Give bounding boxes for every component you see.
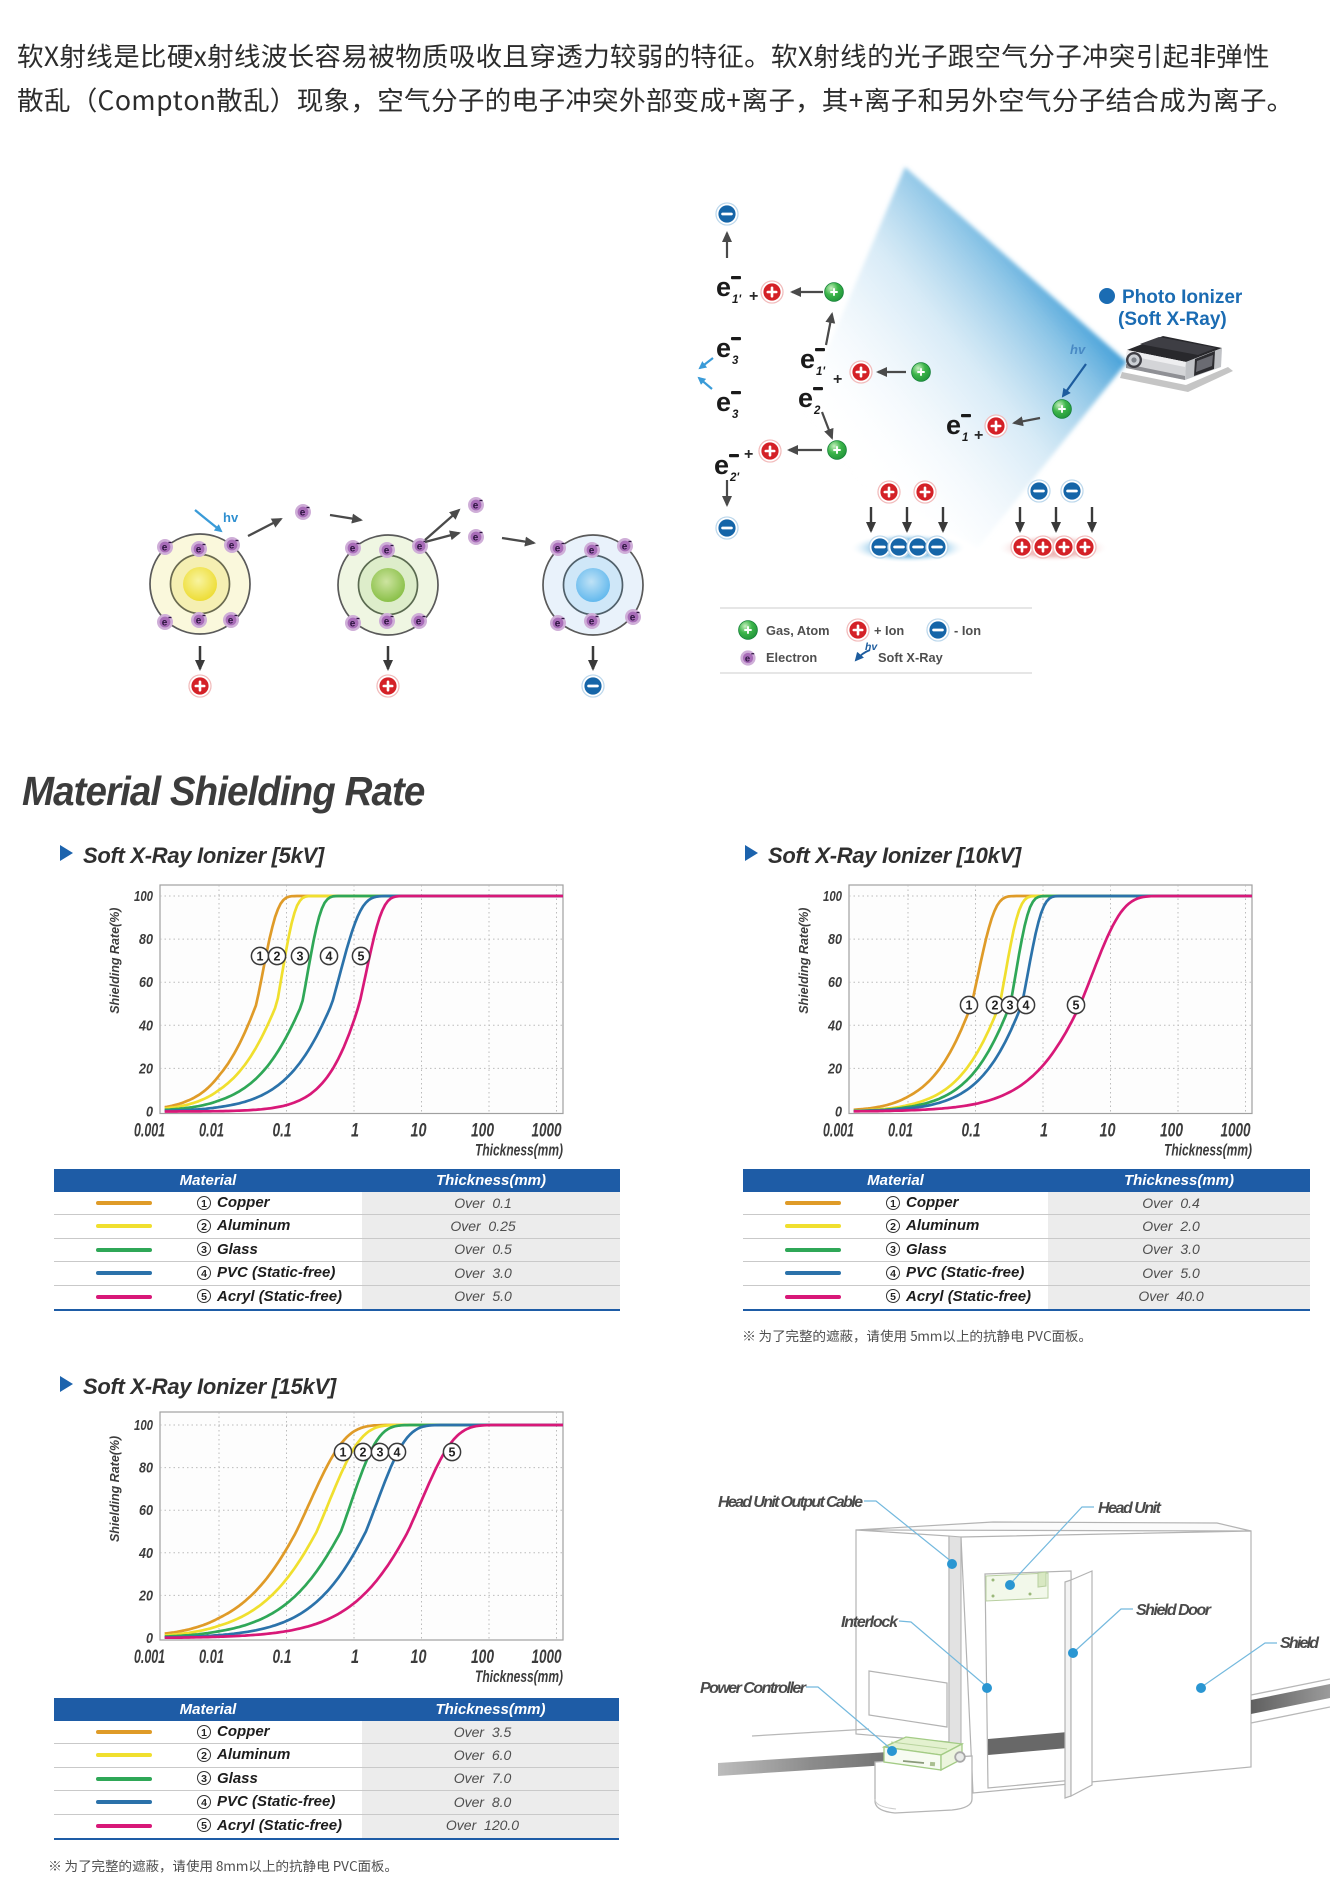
svg-text:Head Unit: Head Unit xyxy=(1098,1500,1162,1517)
svg-text:Gas, Atom: Gas, Atom xyxy=(766,623,830,638)
svg-text:0.01: 0.01 xyxy=(888,1121,913,1142)
svg-text:80: 80 xyxy=(828,931,843,948)
svg-text:2: 2 xyxy=(813,405,821,417)
svg-text:20: 20 xyxy=(138,1060,153,1077)
svg-text:+ Ion: + Ion xyxy=(874,623,904,638)
svg-text:3: 3 xyxy=(732,355,739,367)
svg-text:2: 2 xyxy=(274,950,281,964)
svg-text:5: 5 xyxy=(449,1446,456,1460)
svg-text:1: 1 xyxy=(962,432,968,444)
svg-text:e: e xyxy=(716,333,731,363)
svg-text:40: 40 xyxy=(138,1017,153,1034)
svg-text:80: 80 xyxy=(139,1460,154,1477)
svg-text:60: 60 xyxy=(828,974,843,991)
svg-text:1: 1 xyxy=(1040,1121,1048,1142)
svg-text:3: 3 xyxy=(732,409,739,421)
svg-text:hv: hv xyxy=(223,510,239,525)
svg-text:3: 3 xyxy=(1007,999,1014,1013)
svg-text:0.001: 0.001 xyxy=(823,1121,854,1142)
svg-text:e: e xyxy=(798,383,813,413)
svg-text:100: 100 xyxy=(471,1121,494,1142)
svg-text:Shield Door: Shield Door xyxy=(1136,1602,1212,1619)
svg-text:0.01: 0.01 xyxy=(199,1647,224,1668)
svg-text:0: 0 xyxy=(146,1630,154,1647)
svg-text:0.1: 0.1 xyxy=(273,1647,292,1668)
svg-text:hv: hv xyxy=(865,641,878,653)
svg-text:Shield: Shield xyxy=(1280,1635,1320,1652)
svg-text:1': 1' xyxy=(816,366,826,378)
svg-text:(Soft X-Ray): (Soft X-Ray) xyxy=(1118,309,1227,330)
svg-text:Shielding Rate(%): Shielding Rate(%) xyxy=(108,1436,122,1542)
svg-text:0: 0 xyxy=(146,1104,154,1121)
svg-text:5: 5 xyxy=(358,950,365,964)
svg-text:Photo Ionizer: Photo Ionizer xyxy=(1122,287,1243,308)
svg-text:+: + xyxy=(974,427,983,444)
svg-text:40: 40 xyxy=(827,1017,842,1034)
svg-text:Interlock: Interlock xyxy=(841,1614,899,1631)
svg-text:100: 100 xyxy=(471,1647,494,1668)
svg-text:1: 1 xyxy=(340,1446,347,1460)
svg-text:2: 2 xyxy=(992,999,999,1013)
svg-text:0.1: 0.1 xyxy=(962,1121,981,1142)
svg-text:0.001: 0.001 xyxy=(134,1647,165,1668)
svg-text:+: + xyxy=(744,446,753,463)
svg-text:Thickness(mm): Thickness(mm) xyxy=(1164,1142,1252,1160)
svg-text:hv: hv xyxy=(1070,342,1086,357)
svg-text:1000: 1000 xyxy=(1221,1121,1251,1142)
svg-text:1000: 1000 xyxy=(532,1647,562,1668)
svg-text:e: e xyxy=(745,653,750,664)
svg-text:Head Unit Output Cable: Head Unit Output Cable xyxy=(718,1494,863,1511)
svg-text:+: + xyxy=(833,371,842,388)
svg-text:40: 40 xyxy=(138,1545,153,1562)
svg-text:e: e xyxy=(716,272,731,302)
svg-text:e: e xyxy=(716,387,731,417)
svg-text:4: 4 xyxy=(394,1446,401,1460)
svg-text:0.01: 0.01 xyxy=(199,1121,224,1142)
svg-text:Thickness(mm): Thickness(mm) xyxy=(475,1668,563,1686)
svg-text:1: 1 xyxy=(351,1647,359,1668)
svg-text:1000: 1000 xyxy=(532,1121,562,1142)
svg-text:Shielding Rate(%): Shielding Rate(%) xyxy=(108,908,122,1014)
svg-text:20: 20 xyxy=(138,1587,153,1604)
svg-text:3: 3 xyxy=(377,1446,384,1460)
svg-text:10: 10 xyxy=(1100,1121,1116,1142)
svg-text:- Ion: - Ion xyxy=(954,623,981,638)
svg-text:0.001: 0.001 xyxy=(134,1121,165,1142)
svg-text:10: 10 xyxy=(411,1121,427,1142)
svg-text:1: 1 xyxy=(966,999,973,1013)
svg-text:100: 100 xyxy=(823,888,842,905)
svg-text:4: 4 xyxy=(1023,999,1030,1013)
svg-text:2': 2' xyxy=(729,472,740,484)
svg-text:Electron: Electron xyxy=(766,650,817,665)
svg-text:100: 100 xyxy=(134,888,153,905)
svg-text:+: + xyxy=(749,288,758,305)
svg-text:0.1: 0.1 xyxy=(273,1121,292,1142)
svg-text:100: 100 xyxy=(1160,1121,1183,1142)
svg-text:e: e xyxy=(946,410,961,440)
svg-text:20: 20 xyxy=(827,1060,842,1077)
svg-text:3: 3 xyxy=(297,950,304,964)
svg-text:2: 2 xyxy=(360,1446,367,1460)
svg-text:1: 1 xyxy=(257,950,264,964)
svg-text:4: 4 xyxy=(326,950,333,964)
svg-text:e: e xyxy=(800,344,815,374)
svg-text:5: 5 xyxy=(1073,999,1080,1013)
svg-text:Shielding Rate(%): Shielding Rate(%) xyxy=(797,908,811,1014)
svg-text:Thickness(mm): Thickness(mm) xyxy=(475,1142,563,1160)
svg-text:1': 1' xyxy=(732,294,742,306)
svg-text:60: 60 xyxy=(139,1502,154,1519)
svg-text:Soft X-Ray: Soft X-Ray xyxy=(878,650,944,665)
svg-text:e: e xyxy=(714,450,729,480)
svg-text:100: 100 xyxy=(134,1417,153,1434)
svg-text:10: 10 xyxy=(411,1647,427,1668)
svg-text:Power Controller: Power Controller xyxy=(700,1680,807,1697)
svg-text:0: 0 xyxy=(835,1104,843,1121)
svg-text:1: 1 xyxy=(351,1121,359,1142)
svg-text:80: 80 xyxy=(139,931,154,948)
svg-text:60: 60 xyxy=(139,974,154,991)
